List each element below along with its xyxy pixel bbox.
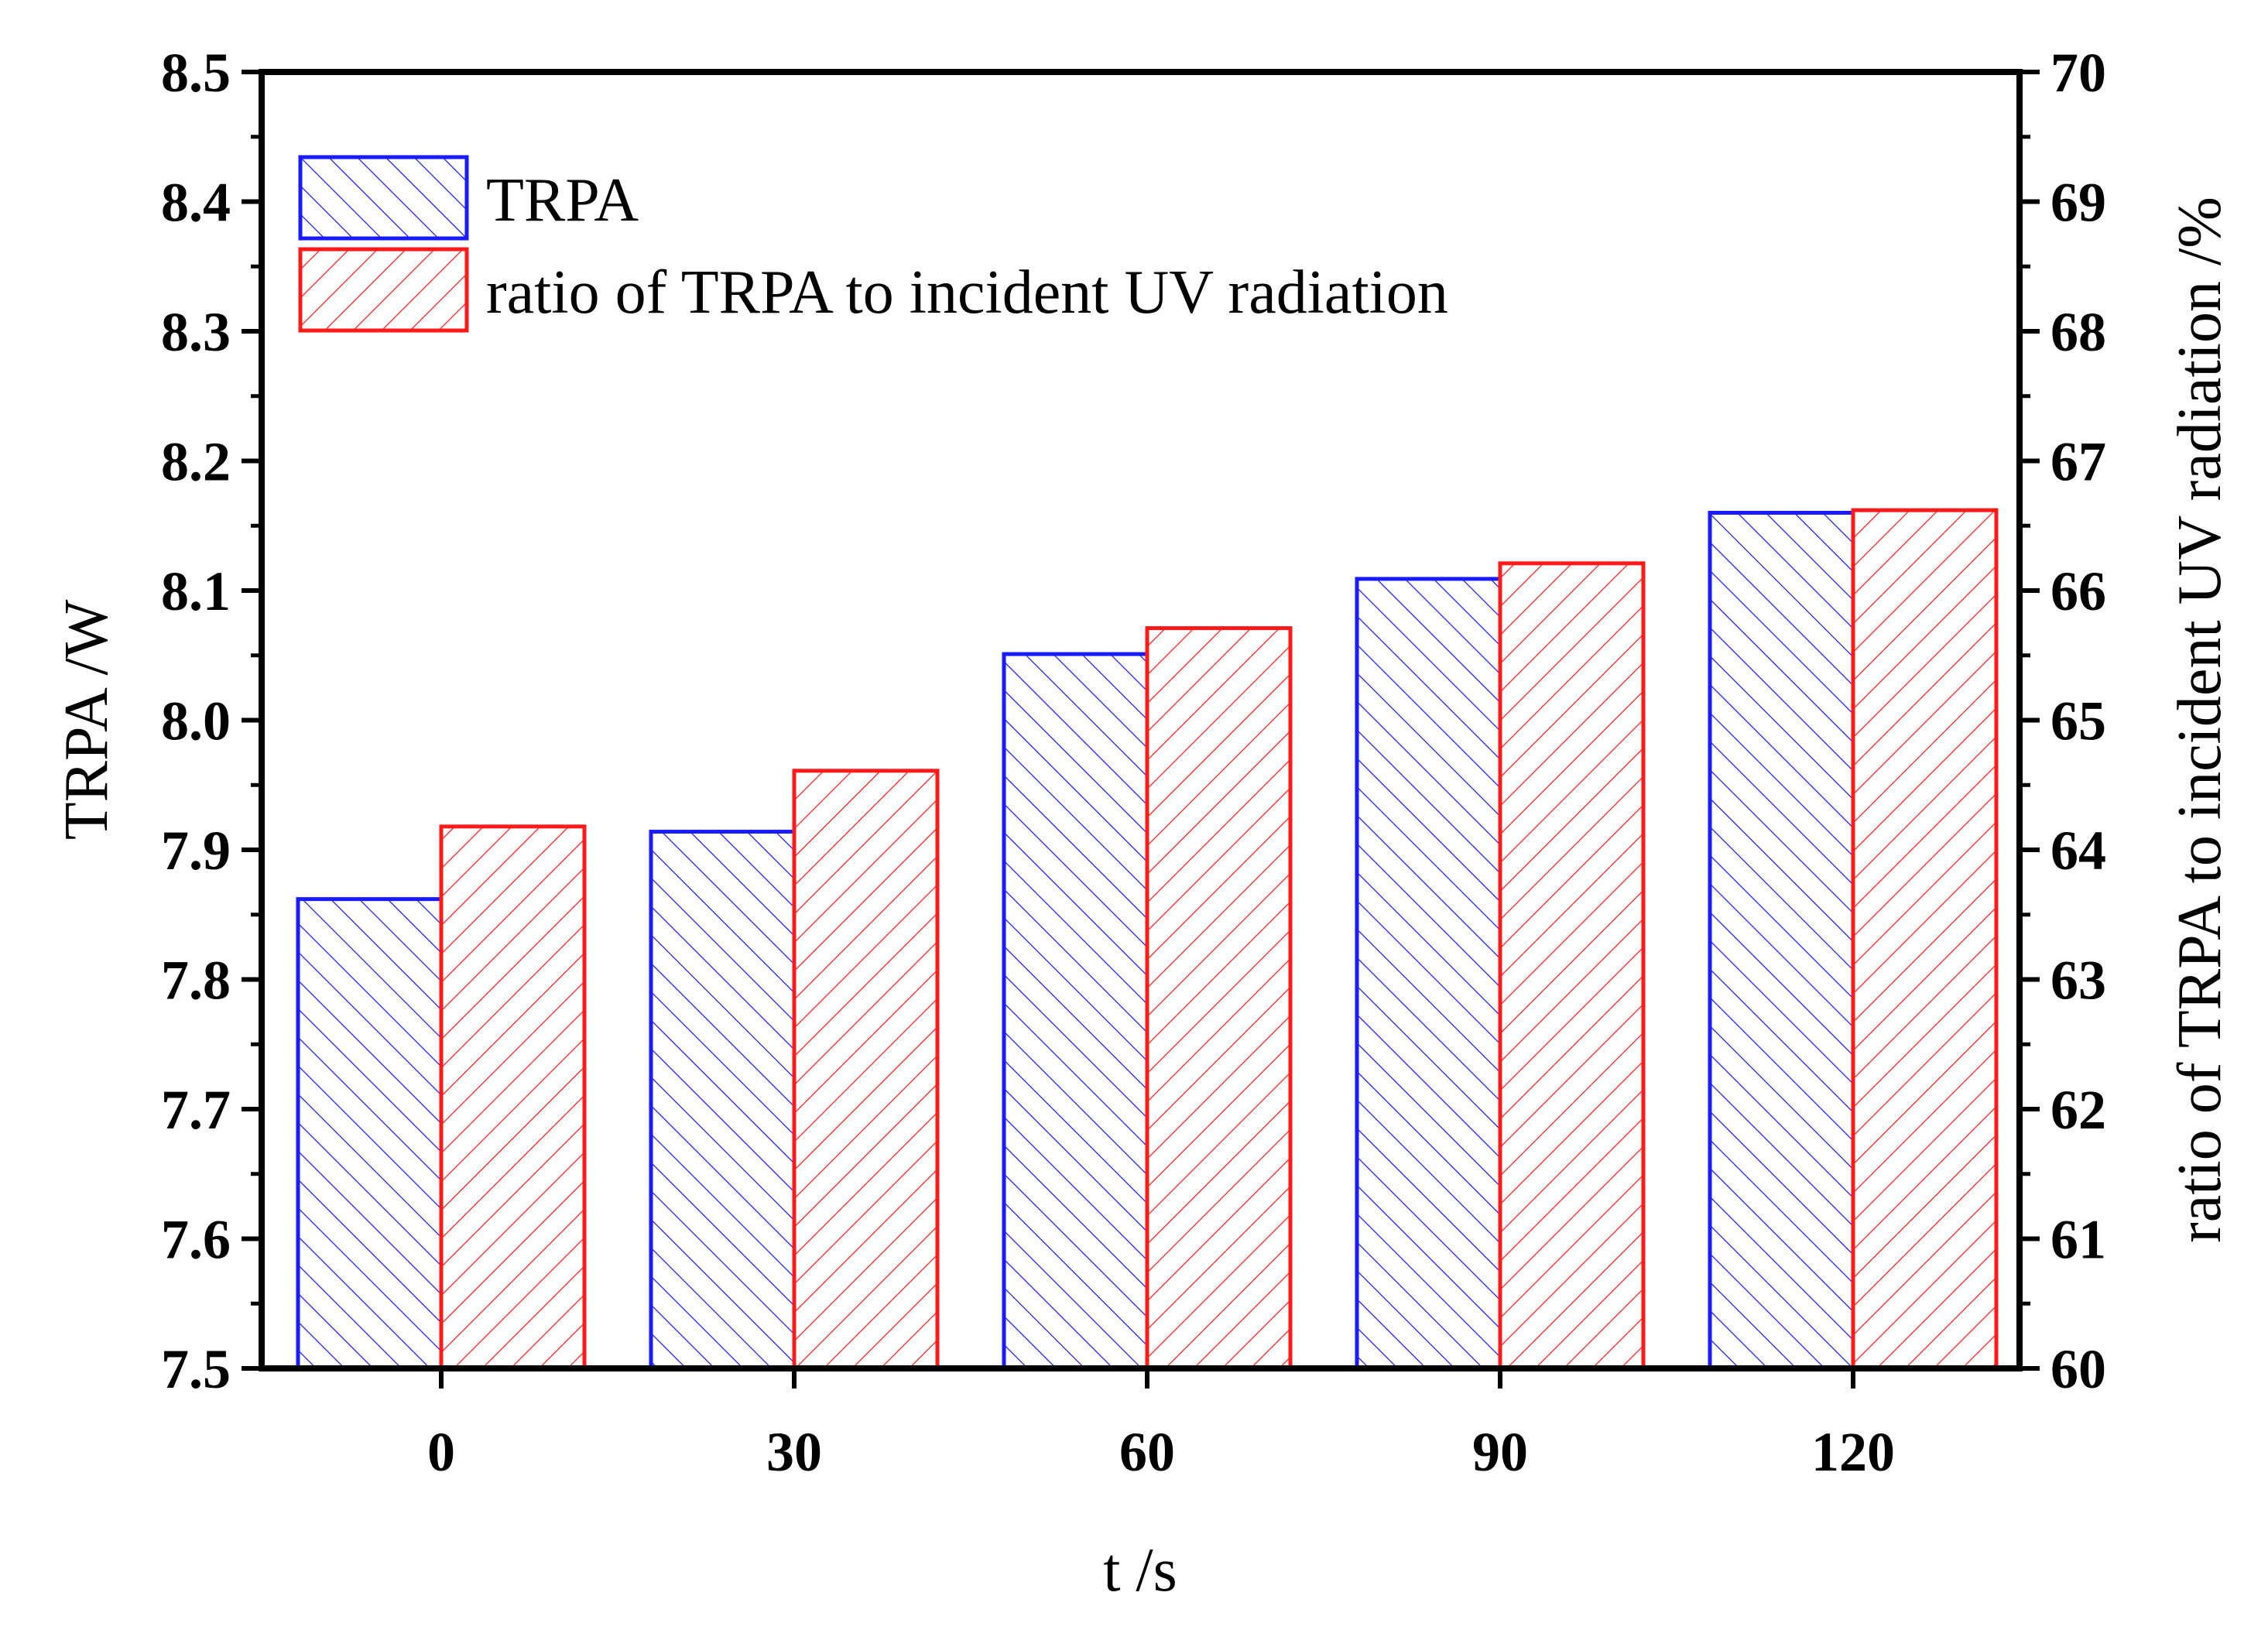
y-right-tick-label: 67 — [2050, 431, 2106, 493]
y-axis-left-title: TRPA /W — [53, 599, 121, 840]
y-right-tick-label: 68 — [2050, 301, 2106, 363]
y-right-tick-label: 62 — [2050, 1079, 2106, 1141]
y-left-tick-label: 7.5 — [161, 1338, 231, 1400]
y-left-tick-label: 8.5 — [161, 42, 231, 104]
legend-label-trpa: TRPA — [486, 166, 639, 235]
y-right-tick-label: 66 — [2050, 560, 2106, 622]
y-left-tick-label: 7.8 — [161, 950, 231, 1012]
bar-trpa-0 — [296, 897, 444, 1371]
bar-ratio-30 — [792, 769, 940, 1371]
legend: TRPA ratio of TRPA to incident UV radiat… — [298, 155, 1448, 333]
y-right-tick-label: 63 — [2050, 950, 2106, 1012]
axis-ticks — [242, 70, 2040, 1389]
x-axis-title: t /s — [1103, 1536, 1177, 1604]
y-right-tick-label: 61 — [2050, 1209, 2106, 1271]
y-axis-right-title: ratio of TRPA to incident UV radiation /… — [2166, 197, 2234, 1243]
y-axis-left-tick-labels: 7.5 7.6 7.7 7.8 7.9 8.0 8.1 8.2 8.3 8.4 8.5 — [161, 42, 231, 1400]
y-right-tick-label: 69 — [2050, 172, 2106, 234]
bar-ratio-0 — [439, 824, 587, 1371]
y-left-tick-label: 7.6 — [161, 1209, 231, 1271]
y-right-tick-label: 70 — [2050, 42, 2106, 104]
y-left-tick-label: 8.1 — [161, 560, 231, 622]
x-tick-label: 0 — [427, 1421, 455, 1483]
bar-ratio-60 — [1145, 626, 1293, 1371]
x-tick-label: 90 — [1472, 1421, 1528, 1483]
y-left-tick-label: 7.9 — [161, 820, 231, 882]
x-tick-label: 60 — [1119, 1421, 1175, 1483]
legend-label-ratio: ratio of TRPA to incident UV radiation — [486, 259, 1448, 327]
y-right-tick-label: 64 — [2050, 820, 2106, 882]
y-right-tick-label: 60 — [2050, 1338, 2106, 1400]
y-right-tick-label: 65 — [2050, 690, 2106, 752]
bar-trpa-30 — [649, 830, 797, 1371]
y-axis-right-tick-labels: 60 61 62 63 64 65 66 67 68 69 70 — [2050, 42, 2106, 1400]
bar-ratio-120 — [1851, 508, 1999, 1371]
bar-trpa-90 — [1355, 577, 1502, 1371]
bars — [296, 508, 1999, 1371]
bar-trpa-60 — [1002, 652, 1149, 1371]
y-left-tick-label: 8.3 — [161, 301, 231, 363]
x-tick-label: 120 — [1811, 1421, 1895, 1483]
bar-ratio-90 — [1498, 561, 1646, 1371]
y-left-tick-label: 7.7 — [161, 1079, 231, 1141]
y-left-tick-label: 8.0 — [161, 690, 231, 752]
y-left-tick-label: 8.4 — [161, 172, 231, 234]
x-tick-label: 30 — [766, 1421, 822, 1483]
legend-swatch-trpa — [298, 155, 469, 241]
x-axis-tick-labels: 0 30 60 90 120 — [427, 1421, 1895, 1483]
bar-trpa-120 — [1708, 511, 1855, 1371]
legend-swatch-ratio — [298, 247, 469, 333]
y-left-tick-label: 8.2 — [161, 431, 231, 493]
